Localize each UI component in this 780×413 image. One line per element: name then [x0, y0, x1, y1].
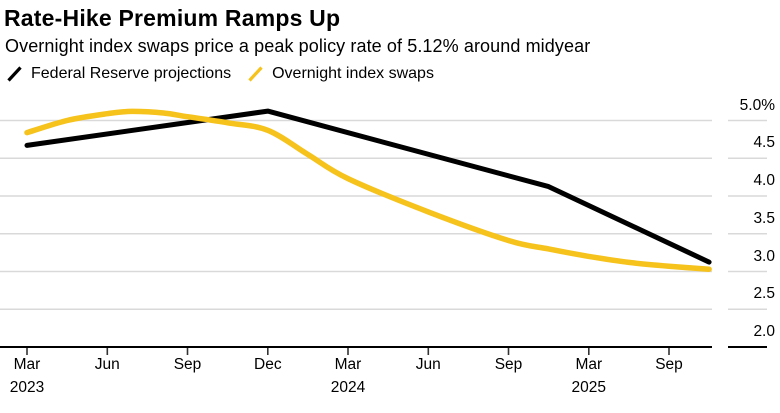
- x-axis-year-label: 2024: [330, 379, 366, 396]
- x-axis-year-label: 2025: [571, 379, 607, 396]
- y-axis-label: 4.5: [753, 134, 775, 152]
- yellow-slash-icon: [248, 66, 263, 82]
- x-axis-month-label: Mar: [575, 356, 603, 373]
- black-slash-icon: [7, 66, 22, 82]
- y-axis-label: 5.0%: [739, 96, 775, 114]
- legend-item-overnight-index-swaps: Overnight index swaps: [247, 65, 434, 83]
- legend-label-fed-projections: Federal Reserve projections: [31, 65, 232, 82]
- y-axis-label: 2.5: [753, 285, 775, 303]
- x-axis-month-label: Sep: [494, 356, 523, 373]
- x-axis-month-label: Mar: [13, 356, 41, 373]
- chart-title: Rate-Hike Premium Ramps Up: [4, 5, 341, 31]
- legend-label-overnight-index-swaps: Overnight index swaps: [272, 65, 434, 82]
- series-line-fed-projections: [24, 108, 712, 265]
- x-axis-month-label: Sep: [655, 356, 683, 373]
- yellow-line-swatch-icon: [248, 66, 263, 82]
- chart-subtitle: Overnight index swaps price a peak polic…: [5, 36, 591, 56]
- y-axis-label: 2.0: [753, 323, 775, 340]
- y-axis-label: 3.5: [753, 209, 775, 227]
- x-axis-month-label: Dec: [254, 356, 282, 373]
- black-line-swatch-icon: [7, 66, 22, 82]
- y-axis-label: 3.0: [753, 247, 775, 265]
- chart-legend: Federal Reserve projections Overnight in…: [6, 63, 434, 85]
- y-axis-label: 4.0: [753, 172, 775, 189]
- x-axis-month-label: Sep: [173, 356, 202, 373]
- legend-item-fed-projections: Federal Reserve projections: [6, 65, 231, 83]
- x-axis-month-label: Jun: [94, 356, 120, 373]
- series-line-overnight-index-swaps: [24, 108, 712, 272]
- x-axis-year-label: 2023: [9, 379, 45, 396]
- x-axis-month-label: Mar: [334, 356, 362, 373]
- x-axis-month-label: Jun: [415, 356, 441, 373]
